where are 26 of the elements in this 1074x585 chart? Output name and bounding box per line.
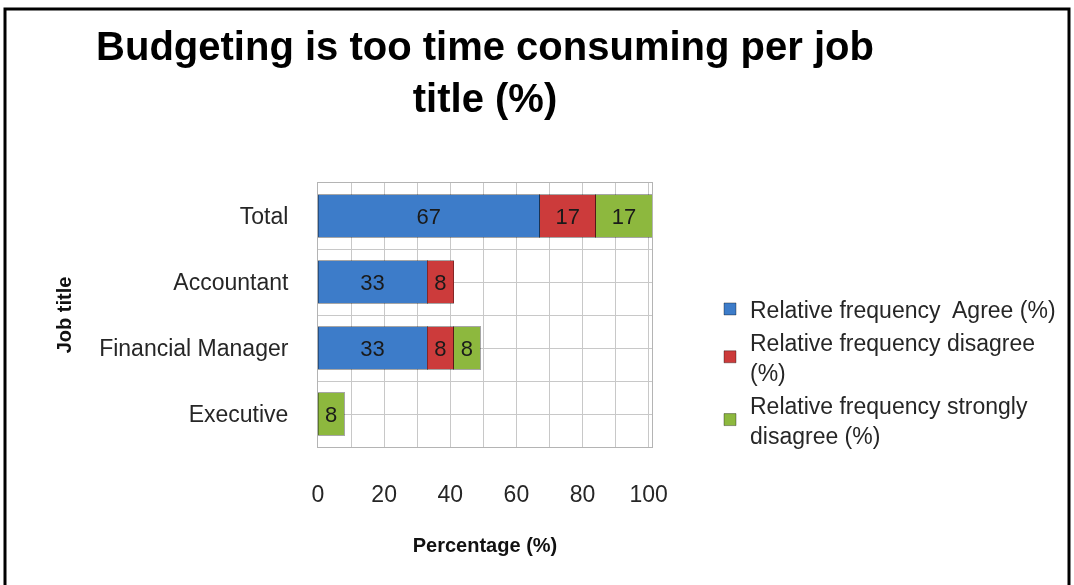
data-label: 8 bbox=[434, 269, 447, 295]
y-axis-title: Job title bbox=[52, 276, 75, 354]
data-label: 8 bbox=[434, 335, 447, 361]
data-label: 67 bbox=[416, 203, 442, 229]
x-tick-label: 40 bbox=[437, 480, 464, 507]
x-tick-label: 80 bbox=[569, 480, 596, 507]
legend-label: Relative frequency Agree (%) bbox=[750, 296, 1056, 323]
chart-title: Budgeting is too time consuming per job title (%) bbox=[96, 24, 874, 120]
data-label: 17 bbox=[611, 203, 637, 229]
x-tick-label: 100 bbox=[629, 480, 668, 507]
y-tick-label: Executive bbox=[188, 401, 289, 428]
data-label: 17 bbox=[555, 203, 580, 229]
legend-label: Relative frequency disagree (%) bbox=[750, 329, 1036, 386]
y-tick-label: Financial Manager bbox=[99, 335, 289, 362]
data-label: 8 bbox=[460, 335, 473, 361]
data-label: 8 bbox=[325, 401, 338, 427]
x-tick-label: 20 bbox=[371, 480, 397, 507]
x-tick-label: 60 bbox=[503, 480, 530, 507]
bar bbox=[318, 392, 345, 436]
y-tick-label: Accountant bbox=[173, 269, 289, 296]
data-label: 33 bbox=[360, 335, 385, 361]
x-axis-title: Percentage (%) bbox=[412, 534, 558, 557]
x-tick-label: 0 bbox=[311, 480, 325, 507]
data-label: 33 bbox=[360, 269, 385, 295]
y-tick-label: Total bbox=[239, 203, 289, 230]
legend-label: Relative frequency strongly disagree (%) bbox=[750, 392, 1028, 449]
